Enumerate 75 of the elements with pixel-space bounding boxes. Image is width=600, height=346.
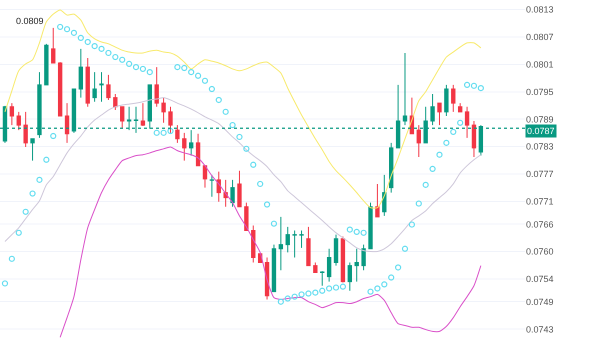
candlestick bbox=[189, 130, 194, 156]
candlestick bbox=[51, 27, 56, 64]
candlestick bbox=[230, 179, 235, 208]
candlestick bbox=[437, 102, 442, 126]
candlestick bbox=[99, 72, 104, 102]
candlestick bbox=[286, 226, 290, 253]
candlestick bbox=[320, 270, 324, 286]
candlestick bbox=[444, 84, 449, 116]
candlestick bbox=[416, 124, 421, 158]
candlestick bbox=[23, 111, 28, 148]
candlestick bbox=[313, 262, 318, 274]
candlestick bbox=[16, 111, 21, 131]
candlestick bbox=[451, 84, 456, 112]
y-tick-label: 0.0777 bbox=[526, 169, 554, 180]
candlestick bbox=[154, 66, 159, 108]
candlestick bbox=[113, 94, 118, 111]
candlestick bbox=[402, 52, 408, 126]
candlestick bbox=[272, 244, 276, 292]
candlestick bbox=[64, 102, 70, 144]
candlestick bbox=[237, 170, 242, 208]
candlestick bbox=[44, 43, 49, 86]
candlestick bbox=[354, 248, 359, 282]
candlestick bbox=[223, 179, 228, 208]
y-tick-label: 0.0766 bbox=[526, 219, 554, 230]
candlestick bbox=[430, 94, 435, 126]
line-series bbox=[4, 97, 482, 252]
candlestick bbox=[334, 234, 338, 266]
candlestick bbox=[30, 138, 35, 162]
y-tick-label: 0.0813 bbox=[526, 4, 554, 15]
candlestick bbox=[458, 102, 462, 112]
line-series bbox=[60, 146, 482, 338]
candlestick bbox=[10, 102, 14, 126]
y-tick-label: 0.0743 bbox=[526, 324, 554, 334]
candlestick bbox=[244, 202, 249, 232]
candlestick bbox=[202, 165, 208, 188]
candlestick bbox=[86, 57, 90, 108]
candlestick bbox=[251, 224, 256, 263]
candlestick bbox=[78, 48, 84, 98]
candlestick bbox=[106, 74, 111, 100]
y-tick-label: 0.0749 bbox=[526, 296, 554, 307]
y-tick-label: 0.0801 bbox=[526, 60, 554, 70]
y-tick-label: 0.0754 bbox=[526, 274, 554, 284]
candlestick bbox=[216, 171, 221, 202]
candlestick bbox=[92, 72, 97, 102]
y-tick-label: 0.0760 bbox=[526, 246, 554, 257]
y-tick-label: 0.0807 bbox=[526, 32, 554, 42]
line-series bbox=[4, 10, 482, 208]
candlestick bbox=[361, 244, 366, 271]
candlestick bbox=[306, 226, 311, 266]
candlestick bbox=[278, 216, 284, 271]
ref-line-label: 0.0787 bbox=[527, 126, 555, 136]
candlestick bbox=[196, 133, 200, 166]
candlestick bbox=[182, 132, 186, 162]
candlestick bbox=[299, 230, 304, 248]
candlestick bbox=[326, 248, 332, 282]
candlestick bbox=[120, 106, 124, 130]
candlestick bbox=[472, 120, 476, 158]
y-tick-label: 0.0771 bbox=[526, 196, 554, 206]
y-tick-label: 0.0783 bbox=[526, 142, 554, 152]
candlestick bbox=[140, 102, 146, 126]
candlestick bbox=[210, 174, 214, 198]
candlestick bbox=[464, 106, 470, 138]
candlestick bbox=[58, 62, 62, 116]
candlestick bbox=[175, 124, 180, 144]
candlestick bbox=[375, 183, 380, 218]
candlestick bbox=[340, 236, 346, 284]
candlestick bbox=[382, 174, 386, 216]
candlestick bbox=[389, 142, 394, 194]
candlestick bbox=[292, 230, 297, 258]
y-tick-label: 0.0789 bbox=[526, 114, 554, 124]
y-tick-label: 0.0795 bbox=[526, 86, 554, 97]
candlestick bbox=[161, 97, 166, 124]
annotation: 0.0809 bbox=[16, 16, 44, 26]
candlestick bbox=[368, 202, 373, 250]
candlestick bbox=[348, 262, 352, 292]
